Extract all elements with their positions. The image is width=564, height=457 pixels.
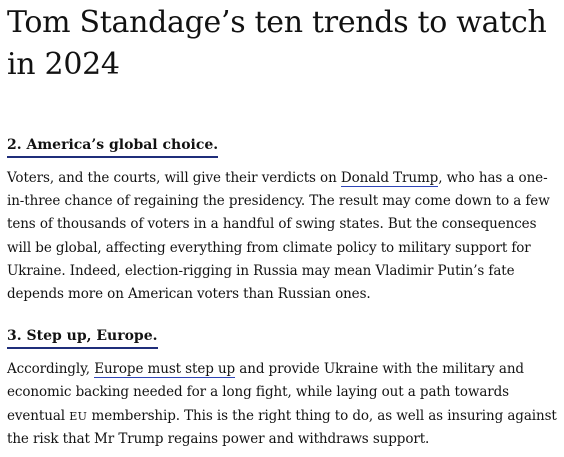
section-heading-europe: 3. Step up, Europe. [7, 326, 158, 350]
link-europe-must-step-up[interactable]: Europe must step up [94, 361, 236, 379]
paragraph-text: membership. This is the right thing to d… [7, 407, 557, 447]
paragraph-europe: Accordingly, Europe must step up and pro… [7, 358, 559, 451]
paragraph-text: Accordingly, [7, 361, 95, 378]
link-donald-trump[interactable]: Donald Trump [340, 170, 439, 187]
paragraph-text: Voters, and the courts, will give their … [7, 170, 341, 186]
paragraph-america: Voters, and the courts, will give their … [7, 167, 559, 306]
paragraph-text: and provide Ukraine with the military an… [7, 361, 524, 424]
article-title: Tom Standage’s ten trends to watch in 20… [7, 5, 547, 82]
eu-abbreviation: EU [69, 409, 88, 423]
section-heading-america: 2. America’s global choice. [7, 135, 219, 158]
article: Tom Standage’s ten trends to watch in 20… [7, 0, 559, 451]
paragraph-text: , who has a one-in-three chance of regai… [7, 170, 550, 303]
